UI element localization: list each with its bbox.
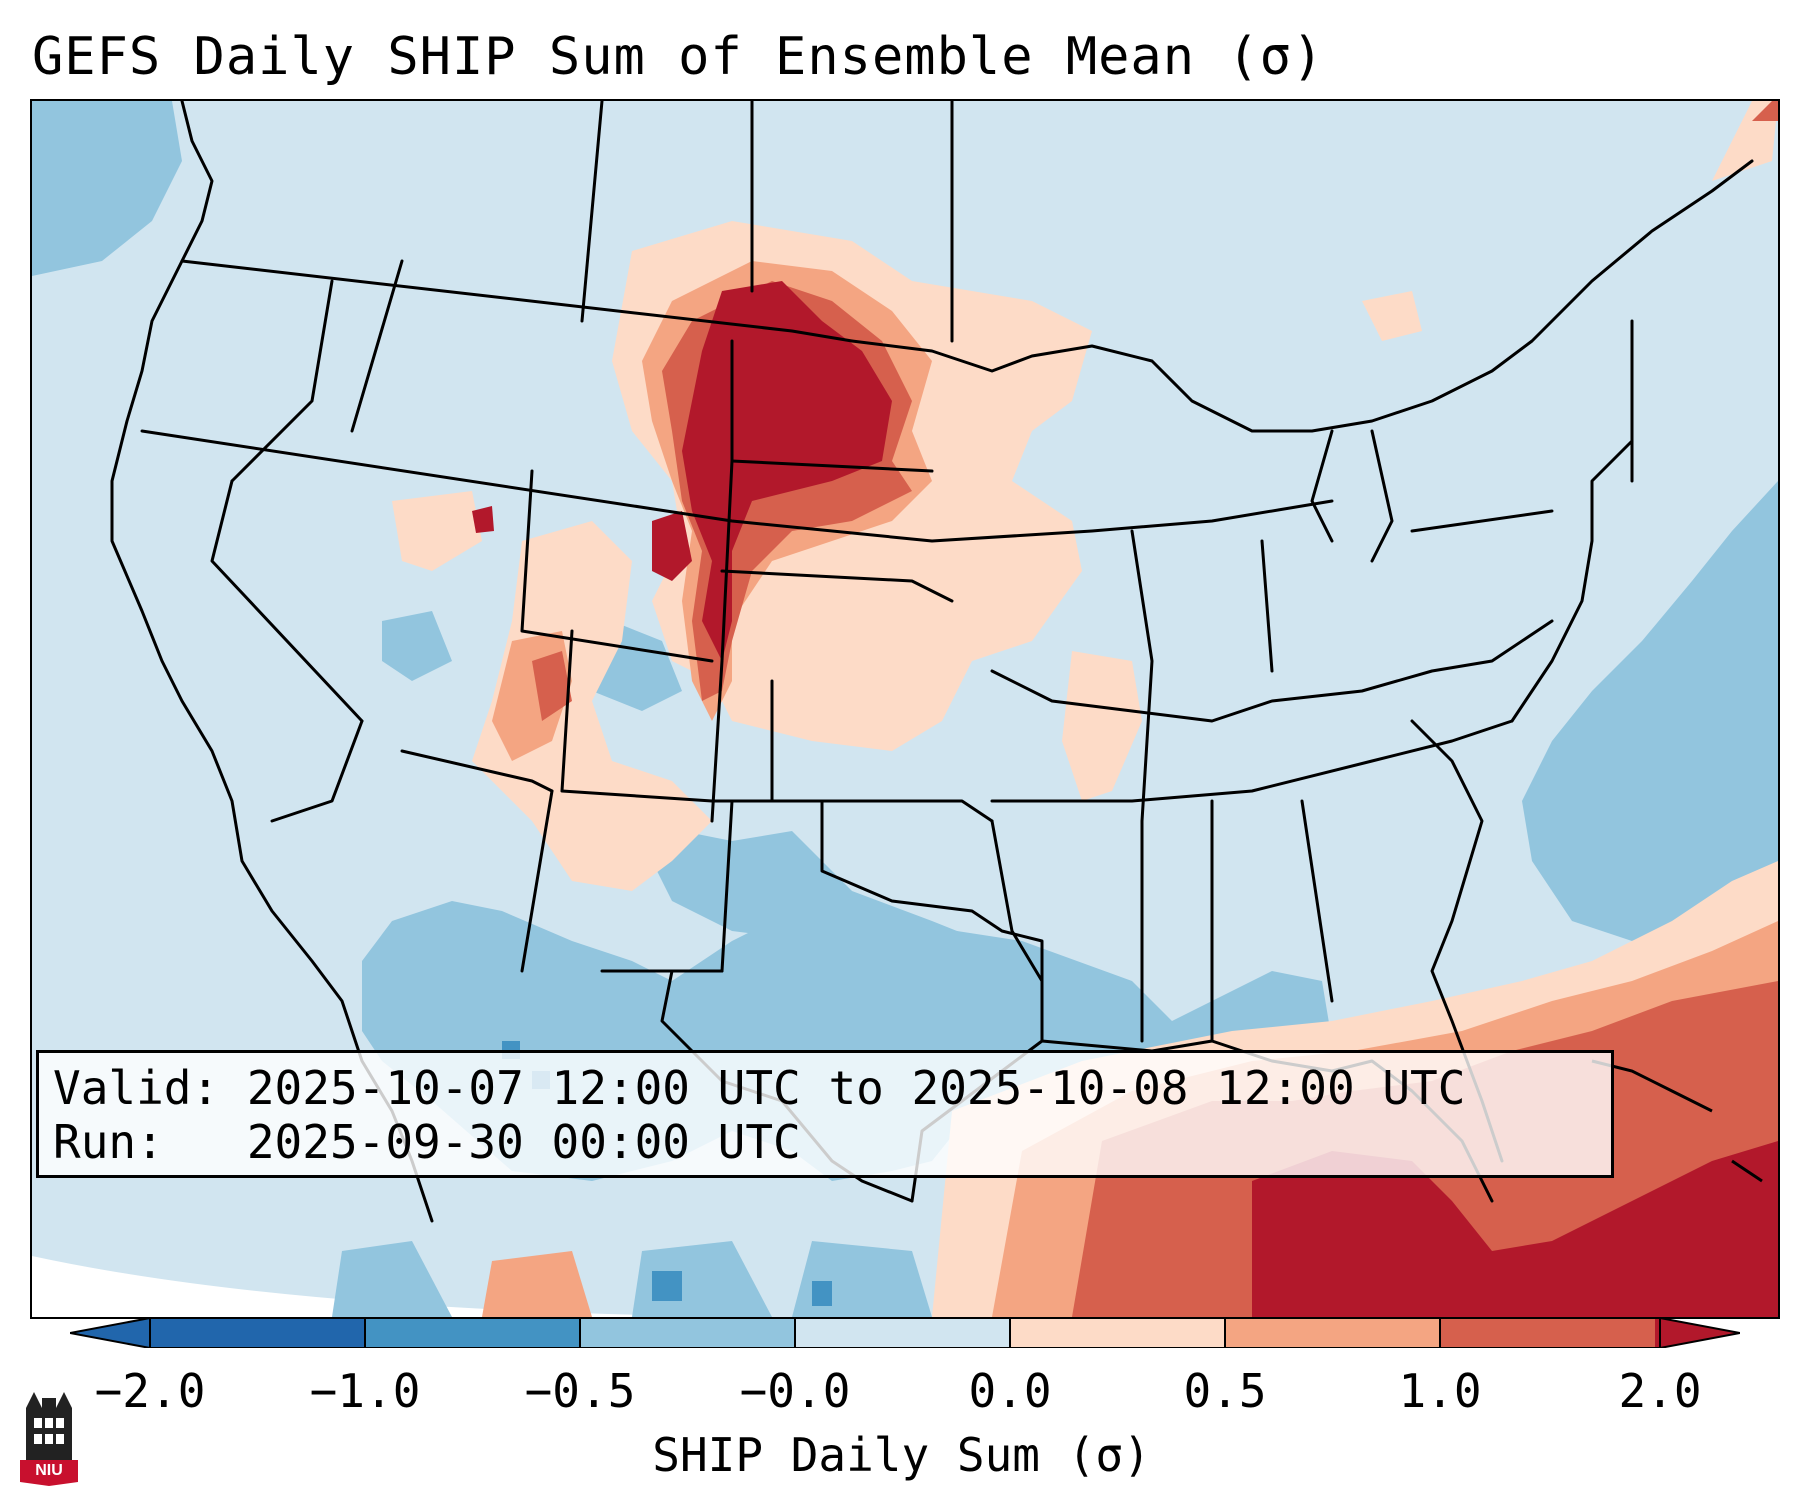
northern-states-line <box>140 429 1334 543</box>
new-york-border <box>1410 509 1554 533</box>
arizona-west-border <box>270 719 364 823</box>
colorbar-seg-4 <box>795 1318 1010 1348</box>
outside-domain-sw <box>32 1256 902 1317</box>
idaho-oregon-border <box>230 279 334 483</box>
idaho-montana-border <box>350 259 404 433</box>
georgia-west <box>1300 799 1334 1003</box>
colorbar-tick-label: 0.0 <box>968 1364 1052 1418</box>
colorbar-seg-1 <box>150 1318 365 1348</box>
colorbar <box>70 1318 1740 1348</box>
oklahoma-texas-border <box>820 799 1044 983</box>
colorbar-tick-label: −0.5 <box>524 1364 636 1418</box>
michigan-east <box>1370 429 1394 563</box>
logo-text: NIU <box>35 1462 63 1479</box>
indiana-border <box>1260 539 1274 673</box>
mid-atlantic-coast <box>1510 439 1634 723</box>
colorbar-seg-2 <box>365 1318 580 1348</box>
colorbar-seg-3 <box>580 1318 795 1348</box>
kansas-border <box>770 679 994 823</box>
colorbar-seg-5 <box>1010 1318 1225 1348</box>
mississippi-river <box>1130 529 1154 1043</box>
nevada-border <box>210 479 364 723</box>
mason-dixon-ish <box>990 619 1554 723</box>
colorbar-tick-label: −1.0 <box>309 1364 421 1418</box>
colorbar-tick-label: 2.0 <box>1618 1364 1702 1418</box>
logo-graphic <box>20 1392 78 1486</box>
map-title: GEFS Daily SHIP Sum of Ensemble Mean (σ) <box>32 27 1325 87</box>
sd-ne-border <box>720 569 954 603</box>
colorbar-tick-label: 0.5 <box>1183 1364 1267 1418</box>
arizona-nm-border <box>520 789 554 973</box>
colorbar-seg-6 <box>1225 1318 1440 1348</box>
us-canada-border-east <box>850 159 1754 433</box>
nd-sd-border <box>730 459 934 473</box>
dakota-west-border <box>710 339 734 823</box>
colorbar-ticks <box>149 1318 1661 1348</box>
valid-time-line: Valid: 2025-10-07 12:00 UTC to 2025-10-0… <box>53 1061 1466 1115</box>
wyoming-border <box>520 469 714 663</box>
utah-arizona-border <box>400 749 554 793</box>
valid-run-info-box: Valid: 2025-10-07 12:00 UTC to 2025-10-0… <box>36 1050 1614 1178</box>
niu-tower-logo-icon: NIU <box>20 1390 78 1486</box>
colorbar-extend-min <box>70 1318 150 1348</box>
colorbar-extend-max <box>1660 1318 1740 1348</box>
colorbar-seg-7 <box>1440 1318 1655 1348</box>
colorbar-tick-label: −0.0 <box>739 1364 851 1418</box>
michigan-west <box>1310 429 1334 543</box>
colorado-border <box>560 629 774 803</box>
tennessee-line <box>990 719 1514 803</box>
colorbar-seg-8 <box>1655 1318 1660 1348</box>
montana-internal <box>580 101 604 323</box>
hispaniola-coast <box>1731 1159 1763 1183</box>
state-and-country-borders <box>110 101 1754 1223</box>
colorbar-label: SHIP Daily Sum (σ) <box>652 1428 1151 1482</box>
run-time-line: Run: 2025-09-30 00:00 UTC <box>53 1115 801 1169</box>
colorbar-tick-label: 1.0 <box>1398 1364 1482 1418</box>
colorbar-tick-label: −2.0 <box>94 1364 206 1418</box>
us-canada-border-west <box>180 259 854 343</box>
max-positive-anomaly-areas <box>472 281 1778 1317</box>
west-coastline <box>110 101 434 1223</box>
